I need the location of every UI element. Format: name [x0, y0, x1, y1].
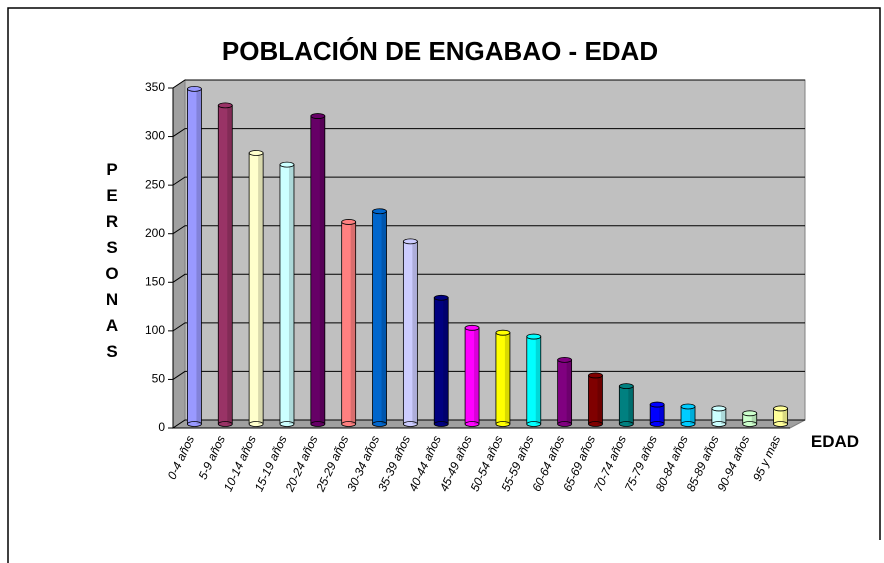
bar-shade — [720, 410, 726, 424]
bar-shade — [535, 338, 541, 424]
bar-shade — [196, 90, 202, 424]
bar-base — [680, 421, 696, 427]
floor — [171, 419, 806, 429]
bar-shade — [381, 213, 387, 424]
bar-shade — [659, 406, 665, 424]
x-tick-label: 95 y mas — [750, 433, 783, 483]
chart-title: POBLACIÓN DE ENGABAO - EDAD — [222, 36, 658, 66]
bar-shade — [504, 334, 510, 424]
bar-base — [402, 421, 418, 427]
bar-shade — [474, 329, 480, 424]
bar-base — [248, 421, 264, 427]
bar-base — [649, 421, 665, 427]
bar-shade — [751, 415, 757, 424]
y-tick-label: 50 — [152, 372, 166, 386]
grid-line — [172, 322, 805, 332]
bar-cap — [526, 333, 542, 340]
bar-cap — [217, 102, 233, 109]
bar-shade — [628, 388, 634, 424]
bar-shade — [258, 154, 264, 424]
bar-shade — [412, 243, 418, 424]
bar-cap — [341, 219, 357, 225]
bar-base — [464, 421, 480, 427]
bar-cap — [433, 294, 449, 301]
y-axis-label: PERSONAS — [103, 160, 122, 368]
bar-shade — [227, 107, 233, 424]
bar-base — [310, 421, 326, 427]
bar-shade — [350, 223, 356, 424]
bar-shade — [288, 166, 294, 424]
bar-base — [372, 421, 387, 427]
bar-shade — [319, 118, 325, 425]
bar-base — [187, 421, 202, 427]
bar-cap — [279, 161, 295, 168]
bar-base — [433, 421, 449, 427]
bar-cap — [773, 405, 788, 412]
frame — [7, 7, 881, 563]
bar-cap — [680, 403, 696, 410]
bar-base — [557, 421, 573, 427]
bar-cap — [557, 356, 573, 363]
y-tick-label: 250 — [145, 177, 165, 191]
bar-cap — [310, 113, 326, 119]
y-tick-label: 350 — [145, 80, 165, 94]
y-tick-label: 100 — [145, 323, 165, 337]
grid-line — [172, 176, 805, 186]
grid-line — [172, 79, 805, 89]
bar-shade — [782, 410, 788, 424]
bar-base — [495, 421, 511, 427]
bar-shade — [597, 377, 603, 424]
grid-line — [172, 225, 805, 235]
grid-line — [172, 273, 805, 283]
bar-cap — [248, 150, 264, 156]
y-tick-label: 150 — [145, 274, 165, 288]
bar-base — [711, 421, 727, 427]
back-wall — [184, 79, 806, 421]
y-tick-label: 0 — [158, 420, 165, 434]
bar-cap — [711, 405, 727, 412]
bar-base — [217, 421, 233, 427]
bar-shade — [690, 408, 696, 424]
bar-cap — [464, 324, 480, 331]
bar-cap — [187, 85, 202, 92]
bar-shade — [443, 299, 449, 424]
bar-base — [742, 421, 758, 427]
bar-base — [341, 421, 357, 427]
bar-cap — [495, 329, 511, 336]
bar-base — [773, 421, 788, 427]
bar-base — [588, 421, 603, 427]
bar-cap — [649, 401, 665, 408]
bar-cap — [372, 208, 387, 215]
bar-cap — [742, 410, 758, 417]
y-tick-label: 200 — [145, 226, 165, 240]
grid-line — [172, 128, 805, 137]
bar-cap — [618, 383, 634, 390]
bar-shade — [566, 361, 572, 424]
bar-base — [279, 421, 295, 427]
bar-cap — [588, 372, 603, 379]
y-tick-label: 300 — [145, 129, 165, 143]
x-axis-label: EDAD — [811, 432, 859, 451]
bar-base — [526, 421, 542, 427]
x-tick-label: 5-9 años — [196, 433, 228, 481]
bar-cap — [402, 238, 418, 245]
grid-line — [172, 370, 805, 380]
x-tick-label: 0-4 años — [165, 433, 197, 481]
bar-base — [618, 421, 634, 427]
